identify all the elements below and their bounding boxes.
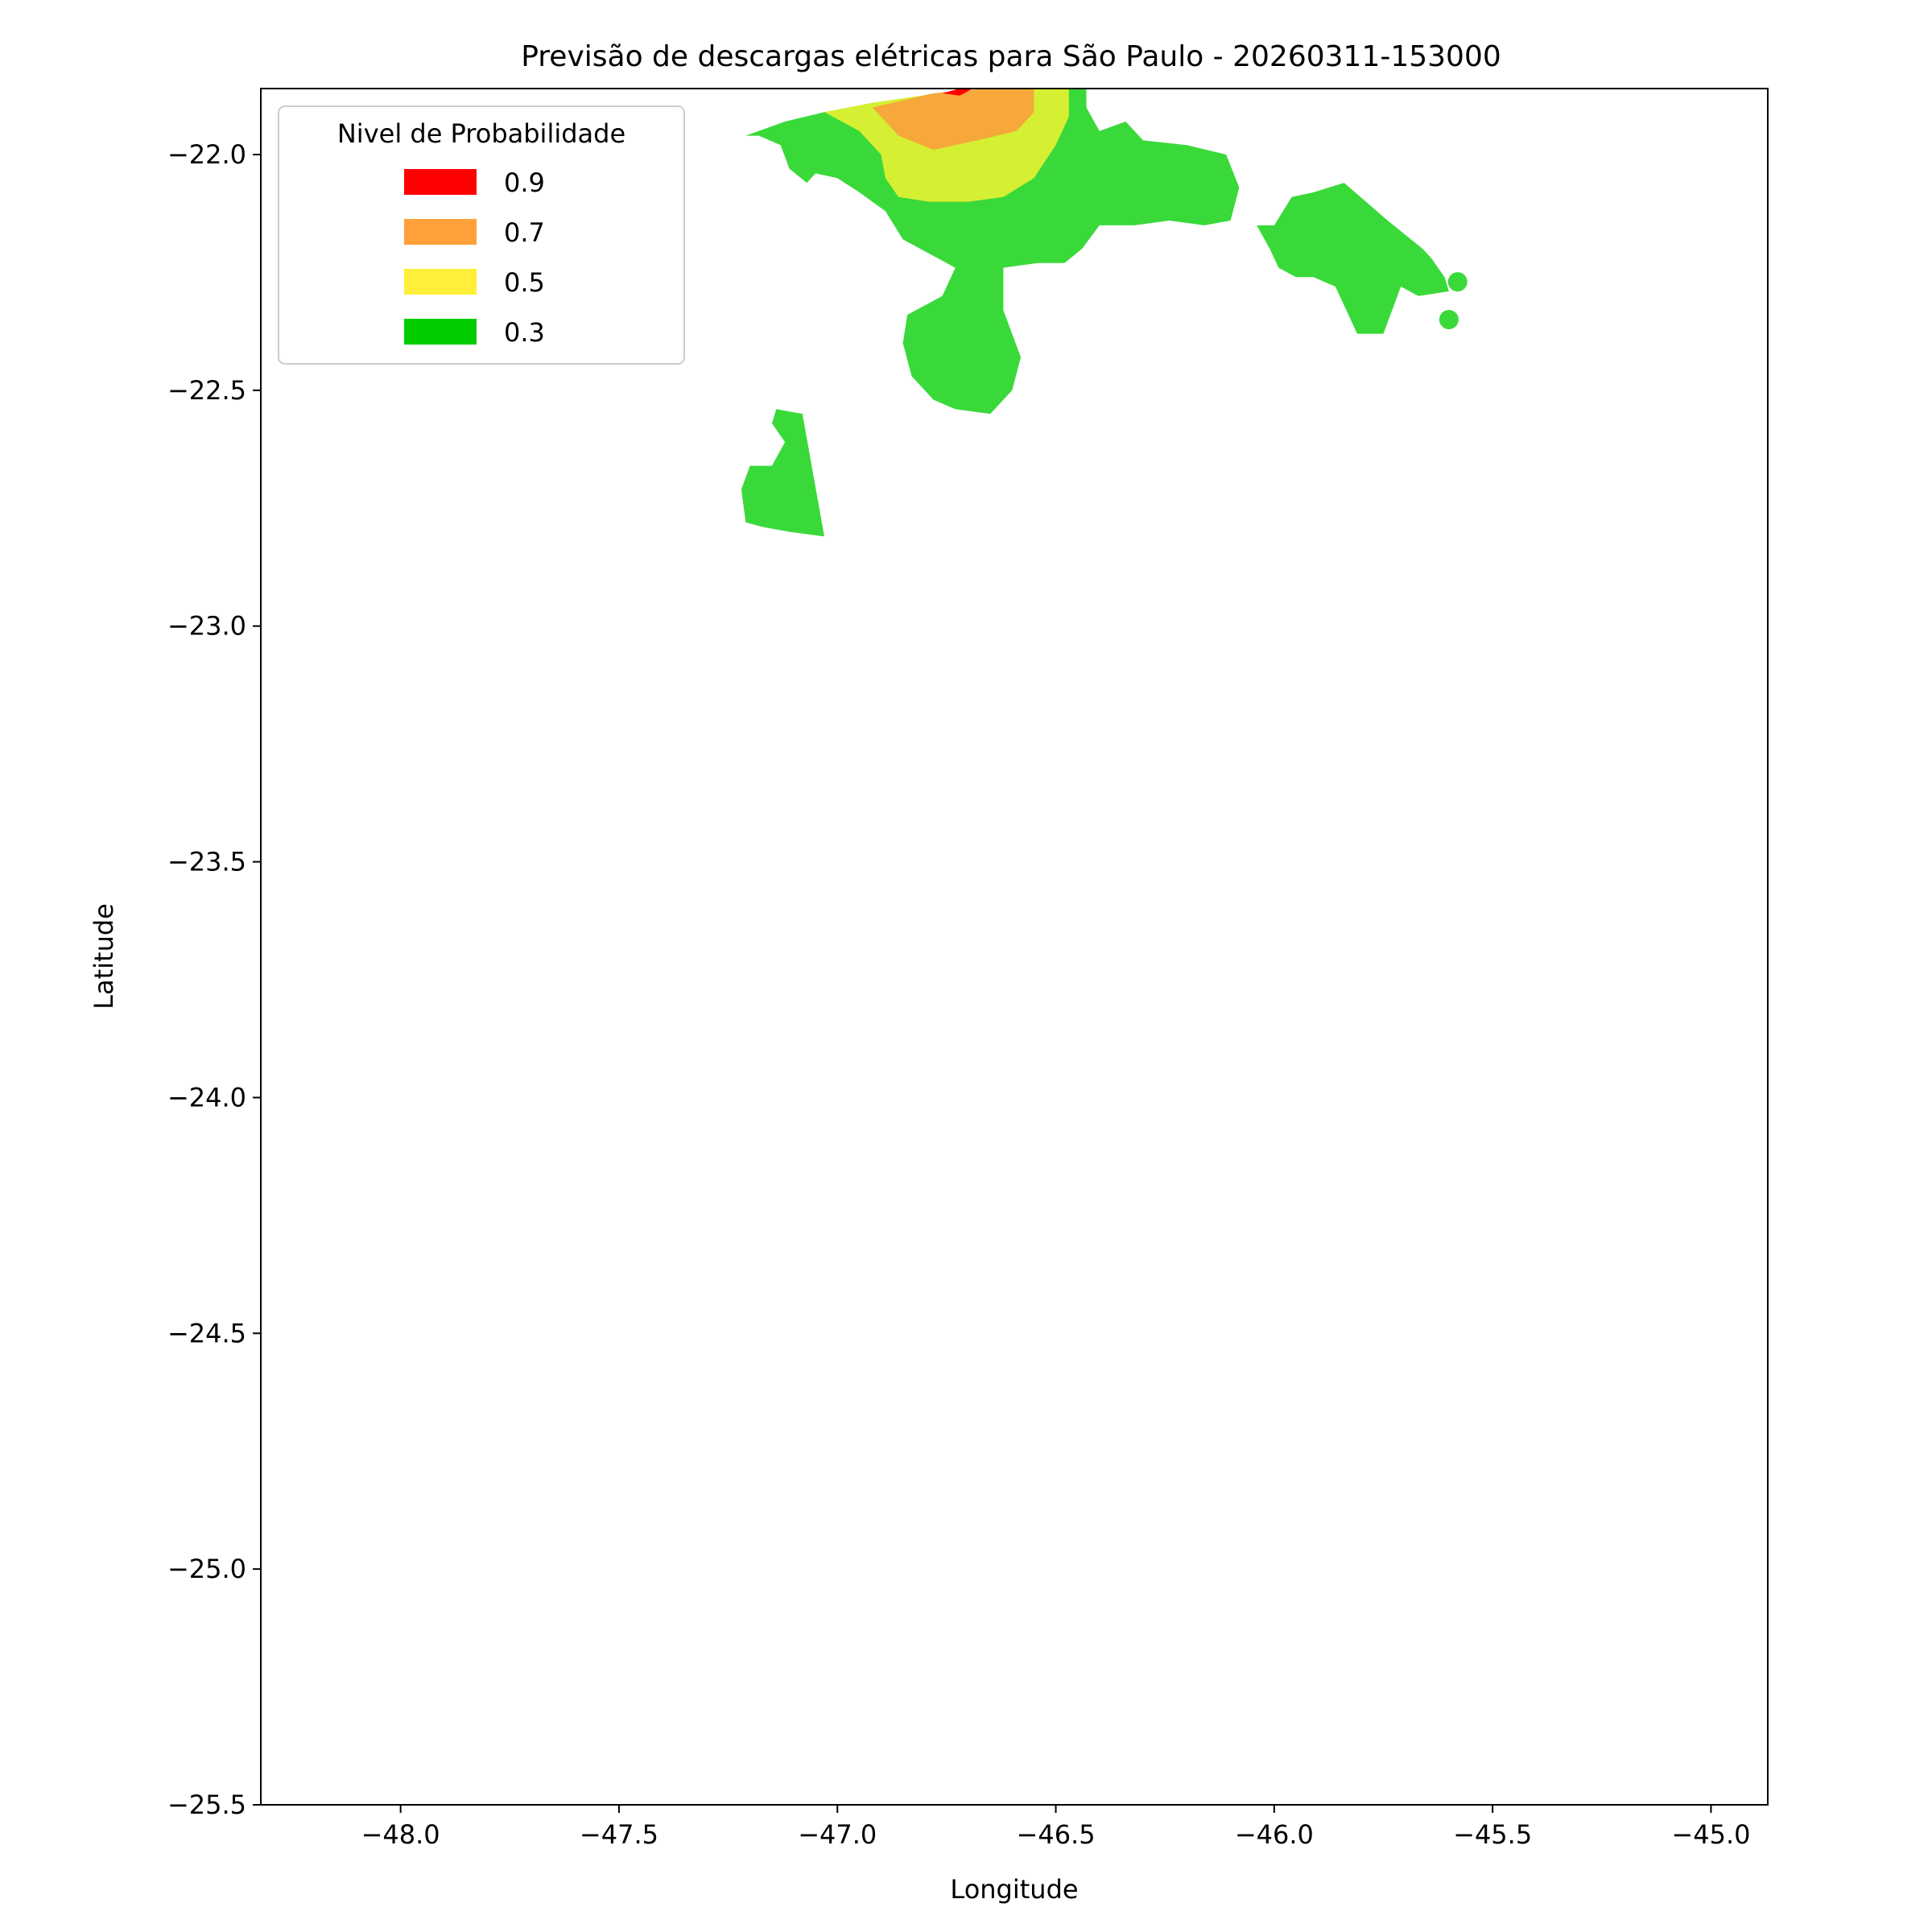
y-axis-label: Latitude [89,903,119,1009]
probability-region-09-5 [942,89,973,96]
legend-swatch [404,169,477,195]
legend-swatch [404,219,477,245]
x-tick-label: −47.0 [798,1819,877,1850]
chart-title: Previsão de descargas elétricas para São… [521,40,1501,73]
probability-cell-1 [1439,310,1459,329]
legend-swatch [404,269,477,295]
probability-regions [741,89,1468,537]
legend-label: 0.9 [504,167,545,198]
legend-entries: 0.9 0.7 0.5 0.3 [404,167,545,348]
y-tick-label: −24.5 [167,1318,246,1348]
legend-swatch [404,319,477,345]
legend: Nivel de Probabilidade 0.9 0.7 0.5 0.3 [278,105,685,365]
plot-area [260,88,1769,1806]
y-tick-label: −24.0 [167,1082,246,1113]
x-axis-ticks: −48.0 −47.5 −47.0 −46.5 −46.0 −45.5 −45.0 [361,1805,1750,1850]
plot-frame [260,88,1769,1806]
probability-region-03-0 [745,89,1240,415]
y-tick-label: −25.0 [167,1554,246,1584]
x-axis-label: Longitude [950,1874,1078,1905]
y-tick-label: −23.0 [167,611,246,642]
legend-label: 0.5 [504,267,545,298]
y-tick-label: −22.5 [167,375,246,406]
probability-region-07-4 [872,89,1034,151]
legend-title: Nivel de Probabilidade [337,118,625,149]
probability-region-03-2 [1257,183,1449,334]
x-tick-label: −46.5 [1017,1819,1096,1850]
x-tick-label: −47.5 [580,1819,658,1850]
legend-label: 0.3 [504,317,545,348]
x-tick-label: −48.0 [361,1819,440,1850]
x-tick-label: −45.0 [1671,1819,1750,1850]
y-tick-label: −23.5 [167,847,246,877]
probability-region-03-1 [741,409,824,537]
probability-cell-0 [1447,272,1468,292]
y-axis-ticks: −22.0 −22.5 −23.0 −23.5 −24.0 −24.5 −25.0 −25.5 [167,139,261,1820]
y-tick-label: −22.0 [167,139,246,170]
legend-label: 0.7 [504,217,545,248]
x-tick-label: −46.0 [1235,1819,1314,1850]
y-tick-label: −25.5 [167,1790,246,1820]
x-tick-label: −45.5 [1453,1819,1532,1850]
legend-box [278,105,685,365]
